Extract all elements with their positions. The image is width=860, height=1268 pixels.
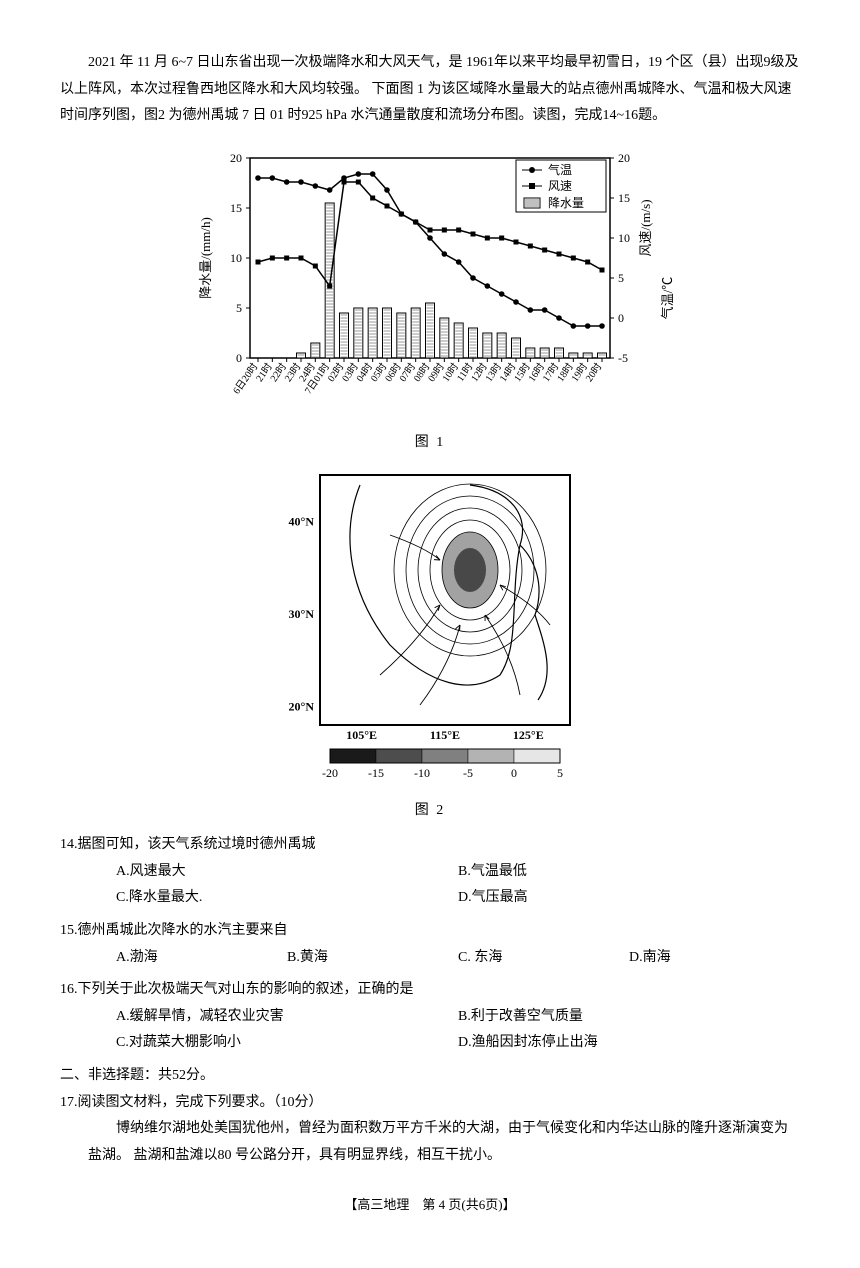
q15-opt-b: B.黄海 (287, 945, 458, 972)
svg-text:0: 0 (236, 351, 242, 365)
q14-row2: C.降水量最大. D.气压最高 (60, 885, 800, 912)
q16-row1: A.缓解旱情，减轻农业灾害 B.利于改善空气质量 (60, 1004, 800, 1031)
svg-text:5: 5 (236, 301, 242, 315)
svg-text:10: 10 (618, 231, 630, 245)
figure-1-caption: 图 1 (60, 430, 800, 457)
q15-opt-a: A.渤海 (116, 945, 287, 972)
svg-text:气温: 气温 (548, 162, 572, 177)
svg-text:-20: -20 (322, 766, 338, 780)
q16-opt-c: C.对蔬菜大棚影响小 (116, 1030, 458, 1057)
q14-opt-a: A.风速最大 (116, 859, 458, 886)
q15-opt-d: D.南海 (629, 945, 800, 972)
q16-opt-a: A.缓解旱情，减轻农业灾害 (116, 1004, 458, 1031)
svg-text:-5: -5 (618, 351, 628, 365)
svg-text:风速: 风速 (548, 179, 572, 193)
figure-2-caption: 图 2 (60, 798, 800, 825)
svg-text:-10: -10 (414, 766, 430, 780)
svg-text:10: 10 (230, 251, 242, 265)
svg-text:降水量: 降水量 (548, 196, 584, 210)
svg-text:风速/(m/s): 风速/(m/s) (638, 199, 653, 256)
svg-text:-15: -15 (368, 766, 384, 780)
svg-text:5: 5 (557, 766, 563, 780)
svg-text:20: 20 (618, 151, 630, 165)
svg-text:0: 0 (618, 311, 624, 325)
figure-2: 40°N 30°N 20°N 105°E 115°E 125°E -20 -15 -10 -5 0 5 (60, 465, 800, 796)
q14-stem: 14.据图可知，该天气系统过境时德州禹城 (60, 832, 800, 859)
figure-1: 05101520-5051015206日20时21时22时23时24时7日01时… (60, 138, 800, 429)
svg-text:20: 20 (230, 151, 242, 165)
svg-text:105°E: 105°E (346, 728, 377, 742)
passage-intro: 2021 年 11 月 6~7 日山东省出现一次极端降水和大风天气，是 1961… (60, 50, 800, 130)
svg-text:30°N: 30°N (289, 607, 315, 621)
q14-opt-c: C.降水量最大. (116, 885, 458, 912)
svg-text:15: 15 (618, 191, 630, 205)
q14-row1: A.风速最大 B.气温最低 (60, 859, 800, 886)
section-2-heading: 二、非选择题：共52分。 (60, 1063, 800, 1090)
svg-text:15: 15 (230, 201, 242, 215)
svg-text:降水量/(mm/h): 降水量/(mm/h) (198, 217, 213, 299)
svg-text:20°N: 20°N (289, 699, 315, 713)
q17-paragraph: 博纳维尔湖地处美国犹他州，曾经为面积数万平方千米的大湖，由于气候变化和内华达山脉… (60, 1116, 800, 1169)
svg-text:125°E: 125°E (513, 728, 544, 742)
svg-text:-5: -5 (463, 766, 473, 780)
q16-stem: 16.下列关于此次极端天气对山东的影响的叙述，正确的是 (60, 977, 800, 1004)
page-footer: 【高三地理 第 4 页(共6页)】 (60, 1193, 800, 1218)
svg-text:40°N: 40°N (289, 514, 315, 528)
q14-opt-d: D.气压最高 (458, 885, 800, 912)
q14-opt-b: B.气温最低 (458, 859, 800, 886)
q16-opt-b: B.利于改善空气质量 (458, 1004, 800, 1031)
q15-opts: A.渤海 B.黄海 C. 东海 D.南海 (60, 945, 800, 972)
q17-stem: 17.阅读图文材料，完成下列要求。（10分） (60, 1090, 800, 1117)
svg-text:115°E: 115°E (430, 728, 460, 742)
svg-text:气温/℃: 气温/℃ (660, 276, 675, 319)
q15-opt-c: C. 东海 (458, 945, 629, 972)
q16-row2: C.对蔬菜大棚影响小 D.渔船因封冻停止出海 (60, 1030, 800, 1057)
svg-text:0: 0 (511, 766, 517, 780)
svg-text:5: 5 (618, 271, 624, 285)
q15-stem: 15.德州禹城此次降水的水汽主要来自 (60, 918, 800, 945)
q16-opt-d: D.渔船因封冻停止出海 (458, 1030, 800, 1057)
